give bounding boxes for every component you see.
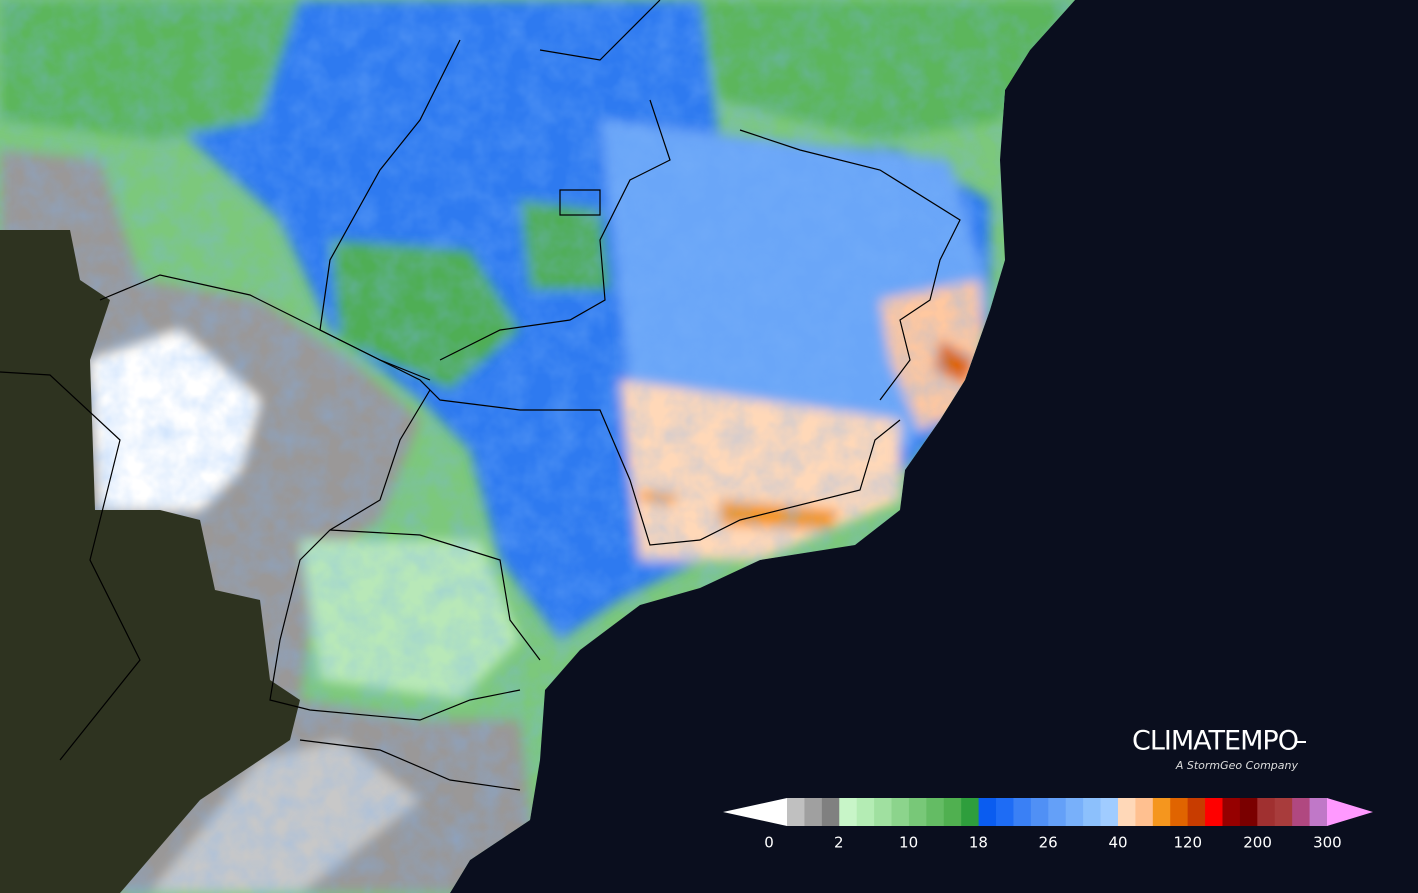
legend-tick-label: 10: [899, 834, 918, 852]
brand-name: CLIMATEMPO: [1132, 726, 1298, 757]
legend-swatch: [1013, 798, 1032, 826]
legend-start-arrow: [723, 798, 787, 826]
legend-swatch: [1083, 798, 1102, 826]
legend-swatch: [1152, 798, 1171, 826]
legend-swatch: [1292, 798, 1311, 826]
legend-swatch: [943, 798, 962, 826]
brand-tagline: A StormGeo Company: [1175, 759, 1299, 772]
legend-swatch: [874, 798, 893, 826]
legend-swatch: [1048, 798, 1067, 826]
legend-swatch: [1100, 798, 1119, 826]
legend-swatch: [1170, 798, 1189, 826]
legend-swatch: [1309, 798, 1328, 826]
legend-swatch: [1135, 798, 1154, 826]
legend-swatch: [1117, 798, 1136, 826]
legend-swatch: [856, 798, 875, 826]
legend-swatch: [978, 798, 997, 826]
legend-swatch: [1222, 798, 1241, 826]
borders: [0, 0, 961, 791]
legend-swatch: [926, 798, 945, 826]
legend-tick-label: 200: [1243, 834, 1272, 852]
legend-swatch: [787, 798, 805, 826]
legend-tick-label: 18: [969, 834, 988, 852]
legend-swatch: [908, 798, 927, 826]
legend-tick-label: 300: [1313, 834, 1342, 852]
legend-swatch: [961, 798, 980, 826]
legend-swatch: [839, 798, 858, 826]
legend-swatch: [1030, 798, 1049, 826]
legend-swatch: [1257, 798, 1276, 826]
legend-tick-label: 40: [1108, 834, 1127, 852]
legend-swatch: [1274, 798, 1293, 826]
legend: 0 2 10 18 26 40 120 200 300: [723, 798, 1373, 852]
legend-tick-label: 0: [764, 834, 774, 852]
legend-swatch: [821, 798, 840, 826]
legend-swatch: [1239, 798, 1258, 826]
legend-end-arrow: [1327, 798, 1373, 826]
legend-swatch: [804, 798, 823, 826]
legend-tick-label: 2: [834, 834, 844, 852]
legend-swatch: [1205, 798, 1223, 826]
legend-tick-label: 120: [1173, 834, 1202, 852]
legend-tick-label: 26: [1039, 834, 1058, 852]
legend-swatch: [891, 798, 910, 826]
legend-swatch: [1065, 798, 1084, 826]
legend-swatch: [996, 798, 1014, 826]
legend-swatch: [1187, 798, 1206, 826]
